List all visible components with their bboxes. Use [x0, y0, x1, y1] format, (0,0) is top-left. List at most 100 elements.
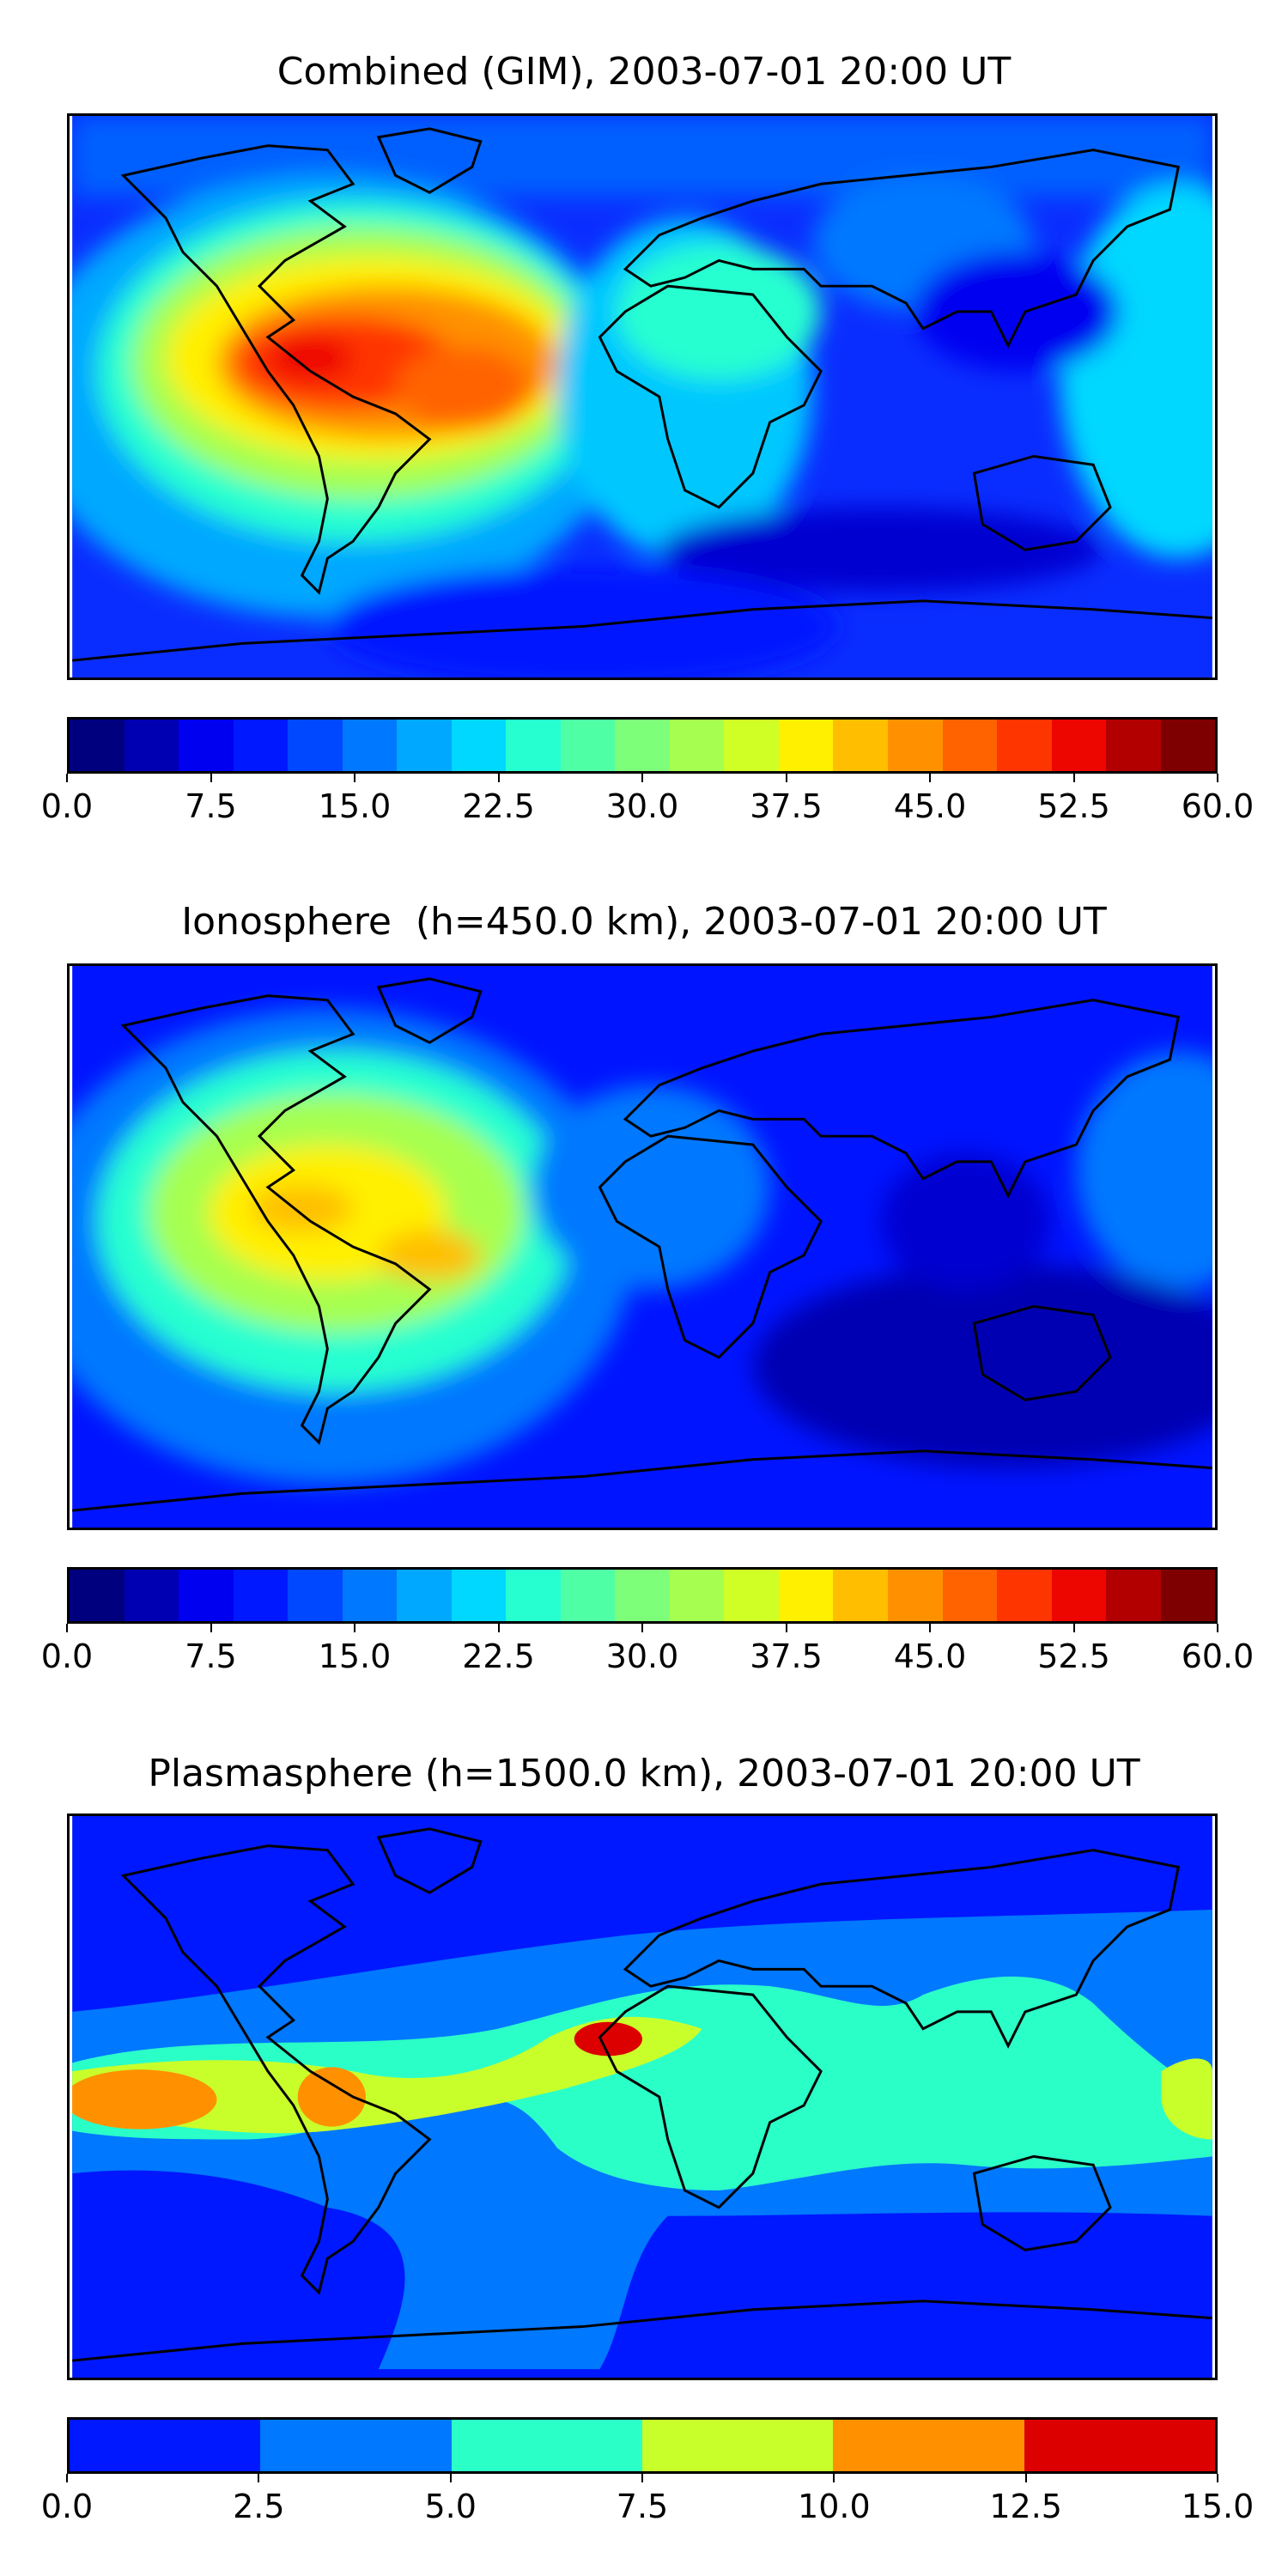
- colorbar-segment: [833, 2420, 1024, 2471]
- colorbar-tick: [66, 774, 68, 782]
- colorbar-tick-label: 5.0: [424, 2488, 477, 2525]
- colorbar-tick: [929, 774, 931, 782]
- colorbar-tick: [497, 1624, 500, 1632]
- colorbar-tick-label: 7.5: [185, 787, 237, 825]
- colorbar-segment: [1024, 2420, 1215, 2471]
- colorbar-segment: [997, 720, 1052, 771]
- colorbar-segment: [615, 1570, 670, 1621]
- colorbar-tick-label: 0.0: [40, 1637, 94, 1675]
- colorbar-tick-label: 22.5: [462, 1637, 535, 1675]
- colorbar-segment: [833, 720, 888, 771]
- colorbar-segment: [1051, 1570, 1107, 1621]
- colorbar-tick: [1024, 2474, 1027, 2482]
- colorbar-segment: [560, 1570, 616, 1621]
- colorbar-segment: [1051, 720, 1107, 771]
- colorbar-tick-label: 45.0: [893, 787, 967, 825]
- colorbar-tick: [1217, 774, 1218, 782]
- colorbar-segment: [1106, 720, 1161, 771]
- colorbar-tick-label: 12.5: [989, 2488, 1062, 2525]
- colorbar-segment: [233, 720, 289, 771]
- colorbar-segment: [124, 1570, 179, 1621]
- colorbar-ticks: 0.0 2.5 5.0 7.5 10.0 12.5 15.0: [41, 2474, 1254, 2525]
- colorbar-tick: [66, 2474, 68, 2482]
- colorbar-segment: [778, 720, 834, 771]
- colorbar-segment: [615, 720, 670, 771]
- colorbar-tick-label: 7.5: [185, 1637, 237, 1675]
- colorbar-tick-label: 37.5: [750, 1637, 823, 1675]
- colorbar-tick: [449, 2474, 452, 2482]
- colorbar-segment: [342, 1570, 398, 1621]
- colorbar-tick-label: 15.0: [318, 1637, 392, 1675]
- colorbar-tick-label: 22.5: [462, 787, 535, 825]
- colorbar-tick: [354, 774, 355, 782]
- colorbar-segment: [887, 720, 943, 771]
- colorbar-tick: [1072, 774, 1075, 782]
- colorbar-tick-label: 60.0: [1181, 1637, 1255, 1675]
- colorbar-segment: [342, 720, 398, 771]
- colorbar-tick: [66, 1624, 68, 1632]
- colorbar-tick-label: 37.5: [750, 787, 823, 825]
- colorbar-tick-label: 52.5: [1037, 787, 1110, 825]
- colorbar-segment: [288, 1570, 343, 1621]
- panel-title: Combined (GIM), 2003-07-01 20:00 UT: [276, 50, 1012, 94]
- colorbar-segment: [724, 720, 779, 771]
- tec-map: [67, 963, 1218, 1530]
- colorbar-tick-label: 15.0: [318, 787, 392, 825]
- colorbar-segment: [669, 720, 725, 771]
- colorbar-segment: [997, 1570, 1052, 1621]
- colorbar-segment: [506, 720, 561, 771]
- colorbar-tick: [1217, 1624, 1218, 1632]
- colorbar-tick: [210, 774, 212, 782]
- panel-title: Ionosphere (h=450.0 km), 2003-07-01 20:0…: [181, 900, 1107, 944]
- colorbar-segment: [179, 720, 234, 771]
- colorbar-segment: [70, 1570, 125, 1621]
- colorbar-segment: [833, 1570, 888, 1621]
- colorbar-segment: [669, 1570, 725, 1621]
- colorbar-segment: [70, 720, 125, 771]
- colorbar-tick: [497, 774, 500, 782]
- colorbar-tick-label: 0.0: [40, 2488, 94, 2525]
- colorbar-segment: [397, 720, 452, 771]
- colorbar-segment: [260, 2420, 452, 2471]
- colorbar-tick: [641, 774, 643, 782]
- colorbar-segment: [233, 1570, 289, 1621]
- colorbar-tick: [354, 1624, 355, 1632]
- colorbar-segment: [179, 1570, 234, 1621]
- colorbar-tick-label: 52.5: [1037, 1637, 1110, 1675]
- colorbar-tick-label: 7.5: [616, 2488, 669, 2525]
- colorbar-tick-label: 30.0: [605, 1637, 679, 1675]
- colorbar-segment: [451, 1570, 507, 1621]
- colorbar-tick: [929, 1624, 931, 1632]
- colorbar-segment: [1160, 1570, 1215, 1621]
- colorbar-segment: [451, 2420, 642, 2471]
- colorbar-segment: [1160, 720, 1215, 771]
- colorbar-tick-label: 15.0: [1181, 2488, 1255, 2525]
- colorbar-tick-label: 45.0: [893, 1637, 967, 1675]
- colorbar-segment: [288, 720, 343, 771]
- colorbar-segment: [778, 1570, 834, 1621]
- colorbar-segment: [560, 720, 616, 771]
- colorbar: [67, 2417, 1218, 2474]
- colorbar-segment: [397, 1570, 452, 1621]
- colorbar-tick-label: 2.5: [233, 2488, 285, 2525]
- colorbar-segment: [451, 720, 507, 771]
- colorbar-tick: [641, 1624, 643, 1632]
- colorbar-tick: [1072, 1624, 1075, 1632]
- tec-map: [67, 1814, 1218, 2380]
- colorbar-tick: [258, 2474, 260, 2482]
- colorbar-segment: [724, 1570, 779, 1621]
- colorbar-tick-label: 30.0: [605, 787, 679, 825]
- colorbar-segment: [641, 2420, 834, 2471]
- colorbar: [67, 717, 1218, 774]
- colorbar-tick: [785, 1624, 787, 1632]
- colorbar-segment: [506, 1570, 561, 1621]
- colorbar-ticks: 0.0 7.5 15.0 22.5 30.0 37.5 45.0 52.5 60.0: [41, 1624, 1254, 1675]
- tec-map: [67, 113, 1218, 680]
- colorbar-tick-label: 10.0: [798, 2488, 871, 2525]
- colorbar-tick: [210, 1624, 212, 1632]
- colorbar-tick: [641, 2474, 643, 2482]
- colorbar-segment: [887, 1570, 943, 1621]
- colorbar-segment: [1106, 1570, 1161, 1621]
- colorbar-tick: [785, 774, 787, 782]
- colorbar-tick: [1217, 2474, 1218, 2482]
